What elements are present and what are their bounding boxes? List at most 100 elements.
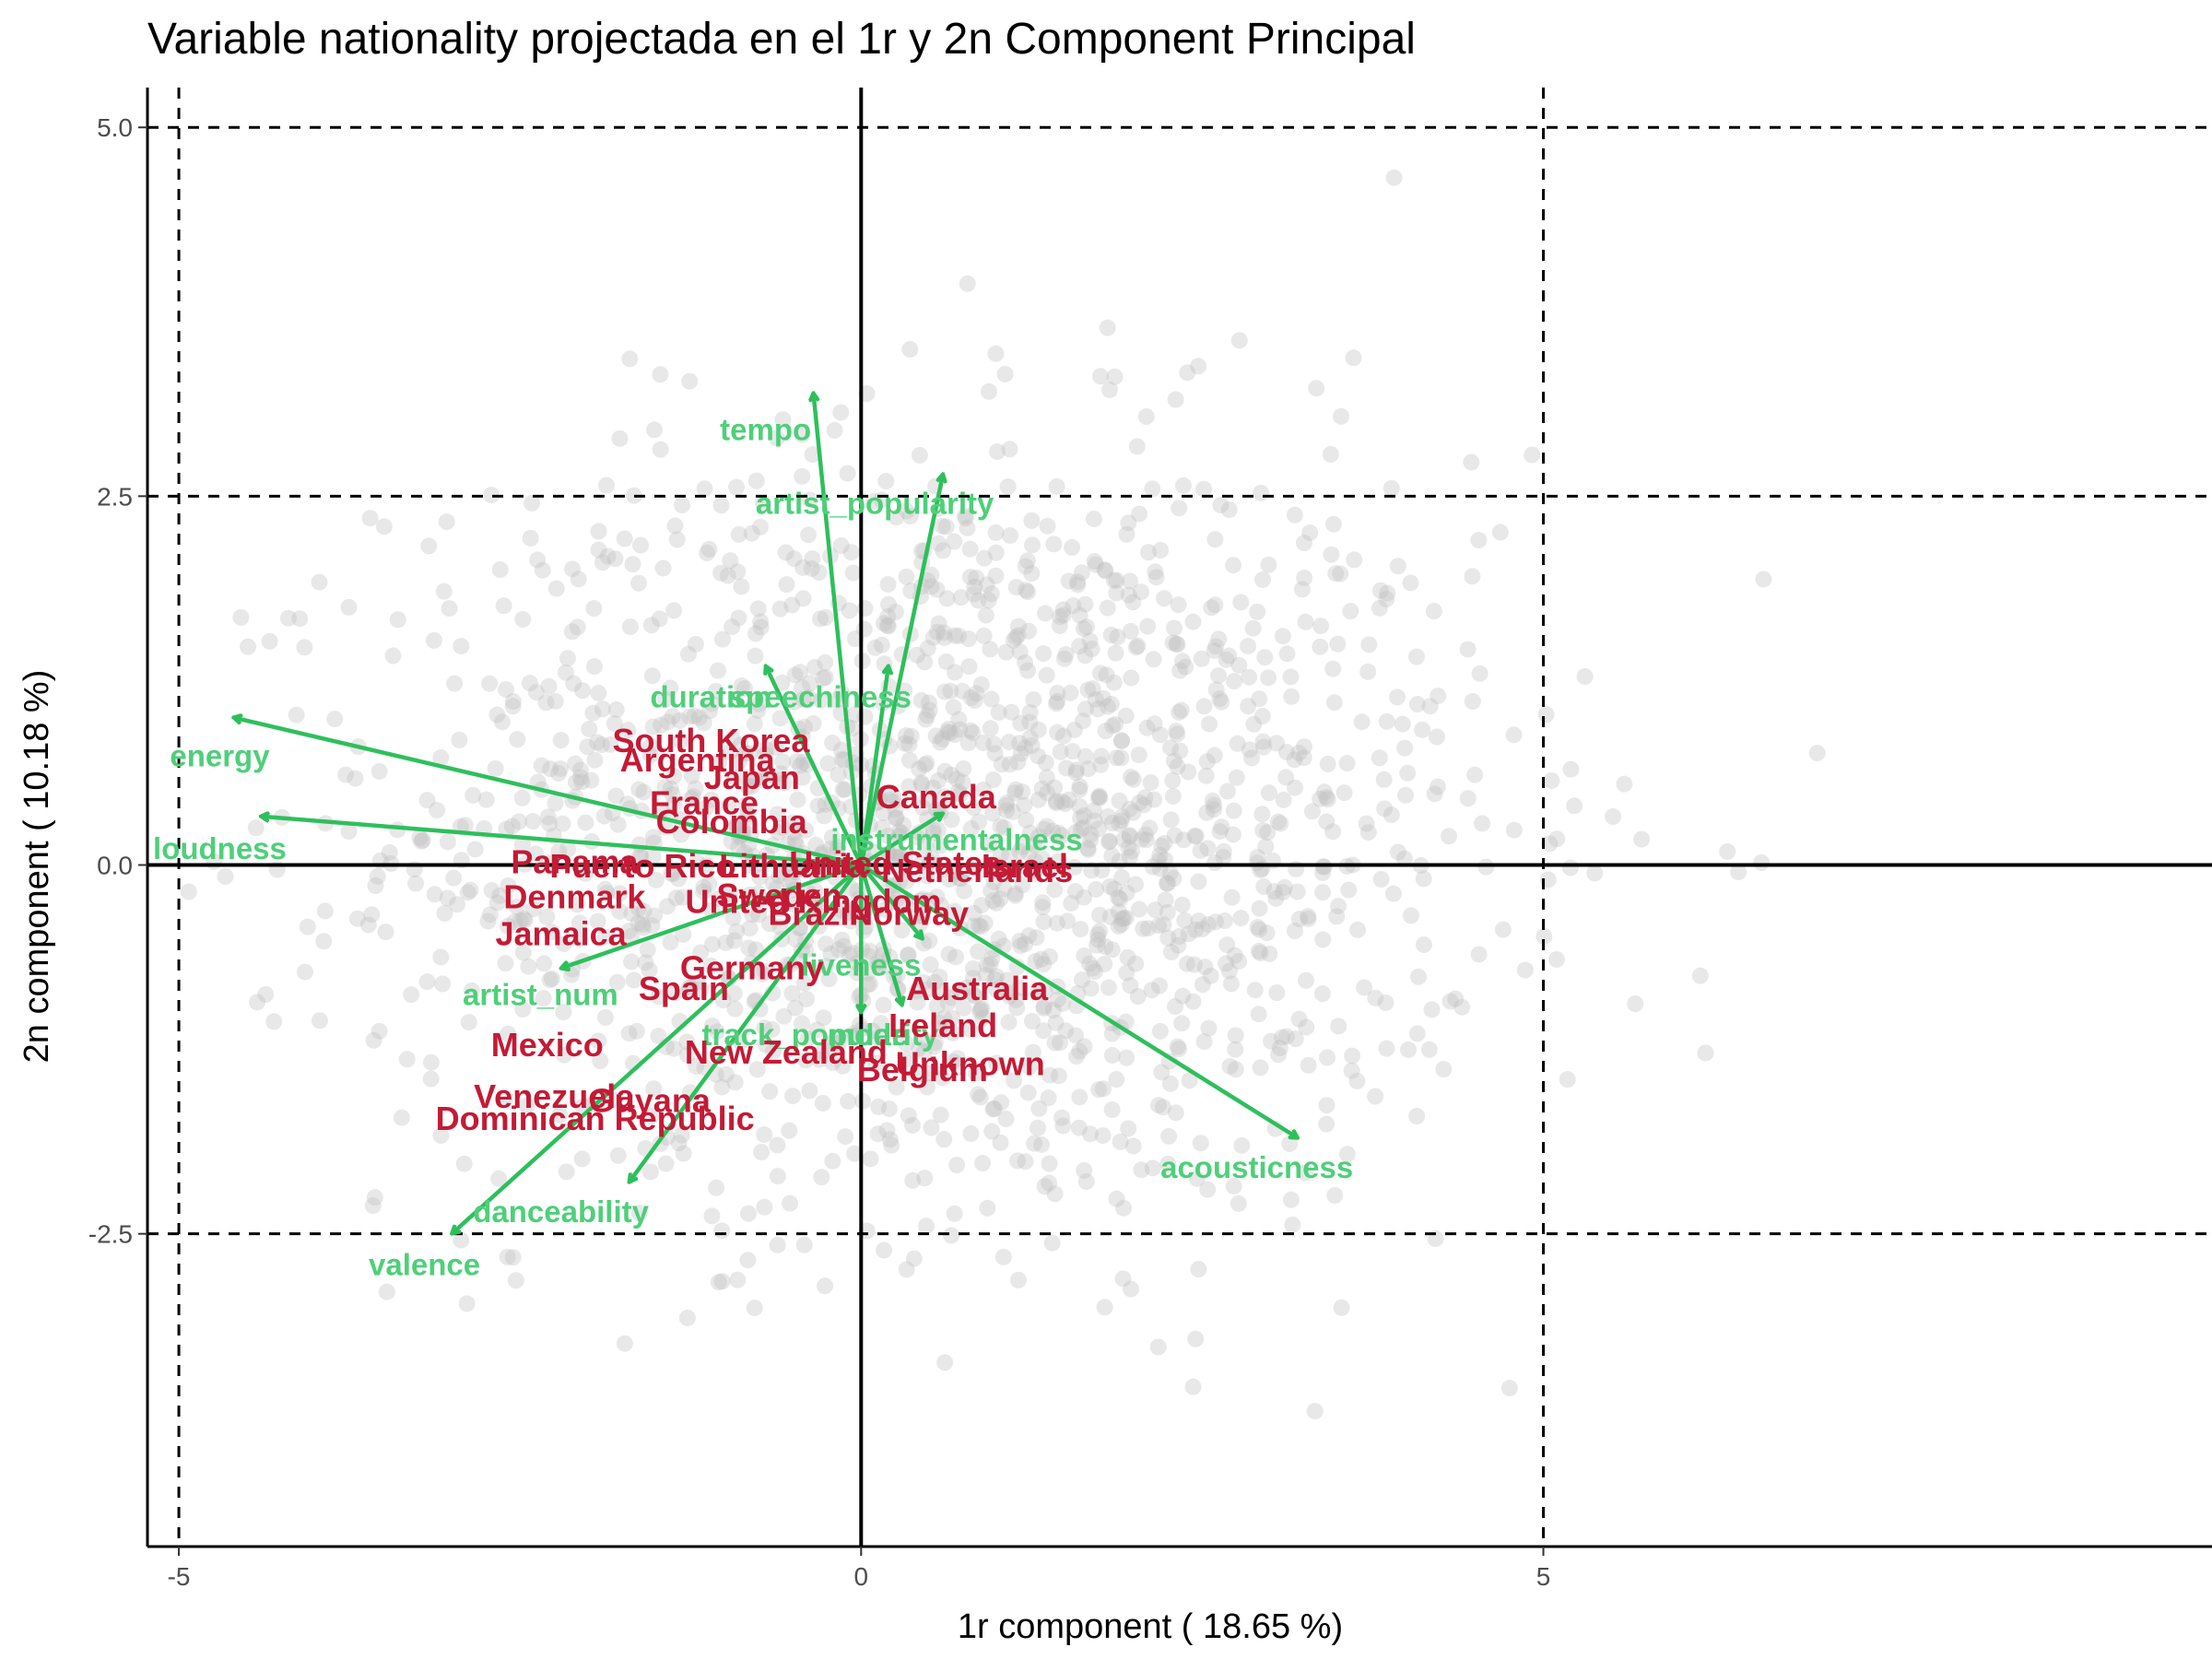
observation-point [674, 497, 691, 514]
observation-point [900, 946, 917, 963]
observation-point [1287, 1030, 1304, 1048]
observation-point [1169, 636, 1186, 653]
observation-point [970, 813, 987, 830]
observation-point [771, 918, 789, 935]
variable-label: liveness [801, 948, 921, 982]
observation-point [833, 901, 851, 919]
observation-point [1179, 364, 1196, 382]
observation-point [1009, 753, 1027, 771]
observation-point [833, 750, 851, 768]
observation-point [1001, 988, 1018, 1006]
observation-point [508, 898, 525, 915]
observation-point [812, 691, 830, 709]
observation-point [1190, 912, 1207, 930]
observation-point [1136, 789, 1154, 806]
observation-point [645, 907, 663, 924]
observation-point [1228, 769, 1245, 786]
observation-point [1078, 618, 1096, 636]
observation-point [1076, 1038, 1093, 1055]
observation-point [757, 1036, 774, 1053]
observation-point [1340, 881, 1358, 899]
observation-point [363, 906, 381, 924]
observation-point [497, 1089, 514, 1107]
observation-point [1375, 771, 1393, 788]
observation-point [1046, 1185, 1064, 1203]
observation-point [870, 957, 888, 974]
observation-point [881, 1131, 899, 1148]
observation-point [1207, 681, 1225, 699]
observation-point [950, 627, 968, 644]
observation-point [1069, 573, 1087, 591]
observation-point [670, 1135, 688, 1152]
observation-point [922, 956, 939, 973]
observation-point [1293, 581, 1311, 598]
observation-point [1021, 824, 1039, 841]
observation-point [1324, 660, 1342, 677]
observation-point [984, 1100, 1002, 1118]
observation-point [490, 1170, 508, 1187]
observation-point [699, 544, 716, 561]
observation-point [951, 982, 969, 999]
observation-point [340, 823, 358, 841]
observation-point [1378, 712, 1395, 730]
observation-point [1038, 769, 1055, 786]
observation-point [1030, 791, 1047, 808]
observation-point [995, 819, 1013, 837]
observation-point [952, 870, 970, 888]
observation-point [1147, 901, 1164, 919]
observation-point [1097, 562, 1114, 580]
observation-point [663, 865, 680, 882]
observation-point [708, 1023, 725, 1041]
category-label: United Kingdom [686, 883, 942, 921]
observation-point [598, 477, 616, 494]
observation-point [585, 600, 603, 618]
observation-point [803, 559, 820, 577]
observation-point [880, 1100, 898, 1118]
observation-point [970, 917, 987, 935]
observation-point [1048, 794, 1065, 812]
observation-point [888, 843, 905, 861]
observation-point [1046, 1034, 1064, 1052]
observation-point [432, 1127, 450, 1145]
observation-point [1063, 895, 1080, 912]
observation-point [1322, 445, 1339, 463]
observation-point [1290, 1010, 1308, 1028]
observation-point [1144, 1159, 1161, 1177]
observation-point [1633, 830, 1651, 848]
observation-point [1389, 688, 1406, 706]
observation-point [1049, 684, 1066, 701]
observation-point [1041, 1066, 1059, 1084]
observation-point [1169, 1038, 1186, 1055]
observation-point [653, 716, 670, 734]
observation-point [1007, 579, 1025, 596]
observation-point [620, 923, 638, 940]
observation-point [1162, 944, 1180, 961]
observation-point [632, 849, 650, 866]
observation-point [581, 720, 598, 737]
category-label: France [650, 783, 759, 821]
observation-point [1072, 809, 1089, 827]
observation-point [529, 551, 547, 569]
observation-point [1407, 648, 1425, 665]
observation-point [877, 901, 894, 919]
observation-point [1505, 821, 1523, 839]
observation-point [1188, 1170, 1206, 1187]
observation-point [1096, 1299, 1113, 1316]
observation-point [855, 620, 873, 638]
observation-point [979, 1199, 996, 1217]
observation-point [993, 756, 1010, 773]
observation-point [997, 797, 1015, 815]
observation-point [1206, 796, 1223, 814]
observation-point [665, 1040, 683, 1057]
observation-point [987, 567, 1005, 584]
observation-point [1494, 921, 1512, 938]
observation-point [611, 429, 629, 447]
observation-point [678, 1046, 696, 1064]
observation-point [1025, 691, 1042, 709]
observation-point [369, 867, 386, 885]
observation-point [1171, 703, 1188, 721]
observation-point [596, 1008, 614, 1026]
observation-point [917, 1218, 935, 1235]
observation-point [934, 730, 951, 747]
observation-point [1200, 1019, 1218, 1037]
